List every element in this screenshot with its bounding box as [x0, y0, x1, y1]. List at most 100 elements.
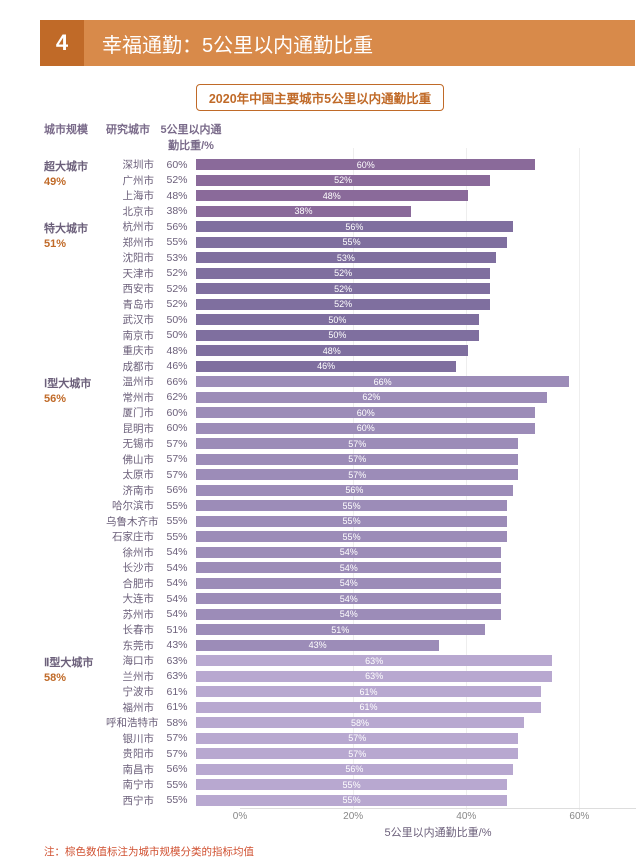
- data-row: 呼和浩特市58%58%: [106, 715, 640, 731]
- bar-area: 54%: [196, 560, 592, 576]
- city-name: 呼和浩特市: [106, 715, 158, 730]
- bar: 38%: [196, 206, 411, 217]
- pct-text: 53%: [158, 252, 196, 264]
- city-name: 上海市: [106, 188, 158, 203]
- data-row: 天津市52%52%: [106, 266, 640, 282]
- city-name: 乌鲁木齐市: [106, 514, 158, 529]
- bar-value-label: 48%: [323, 346, 341, 356]
- data-row: 徐州市54%54%: [106, 545, 640, 561]
- bar-area: 54%: [196, 576, 592, 592]
- bar-value-label: 57%: [348, 439, 366, 449]
- bar-value-label: 43%: [309, 640, 327, 650]
- city-name: 合肥市: [106, 576, 158, 591]
- bar-area: 63%: [196, 669, 592, 685]
- bar-value-label: 54%: [340, 563, 358, 573]
- city-name: 长春市: [106, 622, 158, 637]
- group-avg: 58%: [44, 672, 106, 684]
- bar-area: 52%: [196, 297, 592, 313]
- bar-area: 57%: [196, 467, 592, 483]
- pct-text: 55%: [158, 236, 196, 248]
- bar: 54%: [196, 547, 501, 558]
- city-name: 北京市: [106, 204, 158, 219]
- city-name: 石家庄市: [106, 529, 158, 544]
- data-row: 银川市57%57%: [106, 731, 640, 747]
- bar-area: 38%: [196, 204, 592, 220]
- city-name: 常州市: [106, 390, 158, 405]
- bar: 58%: [196, 717, 524, 728]
- data-row: 大连市54%54%: [106, 591, 640, 607]
- pct-text: 48%: [158, 190, 196, 202]
- group-avg: 49%: [44, 176, 106, 188]
- pct-text: 48%: [158, 345, 196, 357]
- bar-area: 52%: [196, 281, 592, 297]
- bar-value-label: 55%: [343, 795, 361, 805]
- data-row: 长沙市54%54%: [106, 560, 640, 576]
- bar-area: 57%: [196, 731, 592, 747]
- bar-value-label: 57%: [348, 454, 366, 464]
- bar-area: 62%: [196, 390, 592, 406]
- bar-value-label: 50%: [328, 315, 346, 325]
- bar: 52%: [196, 175, 490, 186]
- section-header: 4 幸福通勤：5公里以内通勤比重: [40, 20, 640, 66]
- bar: 54%: [196, 578, 501, 589]
- bar-area: 54%: [196, 545, 592, 561]
- bar: 50%: [196, 314, 479, 325]
- data-row: 昆明市60%60%: [106, 421, 640, 437]
- pct-text: 56%: [158, 484, 196, 496]
- bar-area: 52%: [196, 266, 592, 282]
- bar: 57%: [196, 748, 518, 759]
- bar: 57%: [196, 733, 518, 744]
- bar-value-label: 60%: [357, 423, 375, 433]
- bar: 43%: [196, 640, 439, 651]
- pct-text: 56%: [158, 763, 196, 775]
- bar-area: 54%: [196, 591, 592, 607]
- data-row: 南宁市55%55%: [106, 777, 640, 793]
- bar-value-label: 61%: [360, 687, 378, 697]
- pct-text: 50%: [158, 329, 196, 341]
- bar-value-label: 58%: [351, 718, 369, 728]
- footnote: 注：棕色数值标注为城市规模分类的指标均值: [44, 844, 640, 859]
- axis-tick: 20%: [343, 811, 363, 822]
- data-row: 太原市57%57%: [106, 467, 640, 483]
- pct-text: 62%: [158, 391, 196, 403]
- city-name: 天津市: [106, 266, 158, 281]
- city-name: 佛山市: [106, 452, 158, 467]
- bar-area: 55%: [196, 235, 592, 251]
- bar-area: 60%: [196, 157, 592, 173]
- pct-text: 55%: [158, 515, 196, 527]
- bar-area: 56%: [196, 219, 592, 235]
- bar: 53%: [196, 252, 496, 263]
- bar-area: 51%: [196, 622, 592, 638]
- bar: 55%: [196, 237, 507, 248]
- pct-text: 63%: [158, 670, 196, 682]
- city-name: 西宁市: [106, 793, 158, 808]
- column-headers: 城市规模 研究城市 5公里以内通勤比重/%: [44, 121, 640, 153]
- data-row: 温州市66%66%: [106, 374, 640, 390]
- city-name: 宁波市: [106, 684, 158, 699]
- data-row: 沈阳市53%53%: [106, 250, 640, 266]
- city-group: Ⅰ型大城市56%温州市66%66%常州市62%62%厦门市60%60%昆明市60…: [44, 374, 640, 653]
- city-name: 武汉市: [106, 312, 158, 327]
- bar: 55%: [196, 779, 507, 790]
- data-row: 福州市61%61%: [106, 700, 640, 716]
- bar-value-label: 56%: [345, 222, 363, 232]
- data-row: 西安市52%52%: [106, 281, 640, 297]
- data-row: 乌鲁木齐市55%55%: [106, 514, 640, 530]
- city-name: 无锡市: [106, 436, 158, 451]
- bar-value-label: 54%: [340, 547, 358, 557]
- city-name: 杭州市: [106, 219, 158, 234]
- bar-area: 48%: [196, 343, 592, 359]
- bar-value-label: 54%: [340, 594, 358, 604]
- city-name: 济南市: [106, 483, 158, 498]
- bar: 46%: [196, 361, 456, 372]
- bar-value-label: 55%: [343, 237, 361, 247]
- pct-text: 52%: [158, 267, 196, 279]
- city-name: 南昌市: [106, 762, 158, 777]
- pct-text: 57%: [158, 732, 196, 744]
- data-row: 无锡市57%57%: [106, 436, 640, 452]
- pct-text: 51%: [158, 624, 196, 636]
- bar-value-label: 56%: [345, 485, 363, 495]
- city-name: 沈阳市: [106, 250, 158, 265]
- col-header-scale: 城市规模: [44, 121, 106, 153]
- bar: 57%: [196, 469, 518, 480]
